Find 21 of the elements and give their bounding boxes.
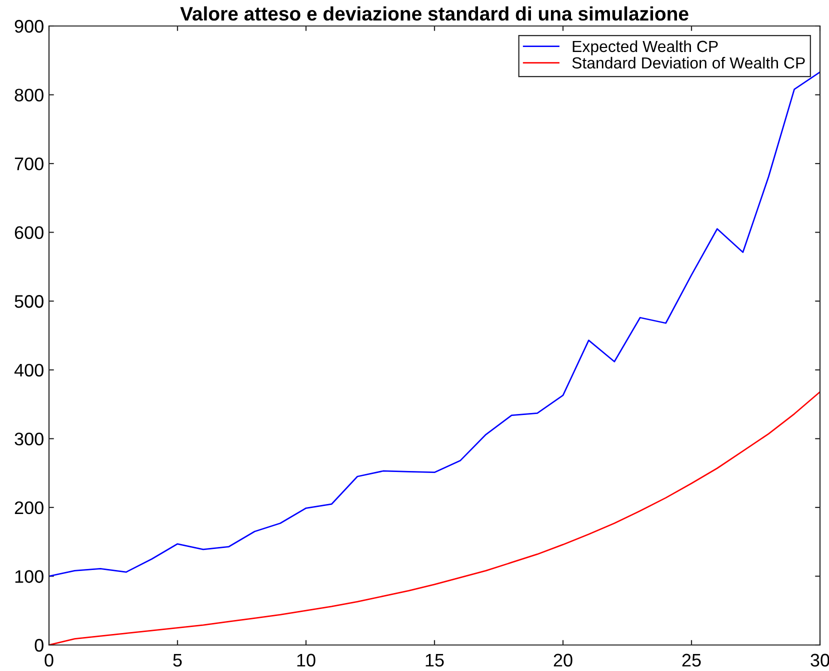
y-tick-label: 900 (14, 20, 44, 33)
x-tick-label: 20 (554, 654, 572, 667)
legend-label: Expected Wealth CP (572, 40, 718, 56)
y-tick-label: 100 (15, 570, 44, 583)
y-tick-label: 300 (14, 432, 44, 446)
x-tick-label: 10 (297, 654, 316, 667)
y-tick-label: 700 (14, 157, 44, 170)
x-tick-label: 30 (810, 654, 829, 667)
y-tick-label: 800 (14, 88, 44, 102)
y-tick-label: 600 (14, 226, 44, 240)
x-tick-label: 0 (44, 654, 54, 667)
y-tick-label: 500 (14, 295, 44, 308)
y-tick-label: 400 (14, 364, 44, 377)
legend-label: Standard Deviation of Wealth CP (572, 56, 805, 69)
y-tick-label: 0 (34, 638, 44, 652)
x-tick-label: 5 (173, 654, 182, 667)
line-series (49, 71, 820, 577)
y-tick-label: 200 (14, 501, 44, 514)
x-tick-label: 15 (426, 654, 444, 667)
x-tick-label: 25 (682, 654, 701, 667)
chart-title: Valore atteso e deviazione standard di una simulazione (180, 6, 688, 21)
